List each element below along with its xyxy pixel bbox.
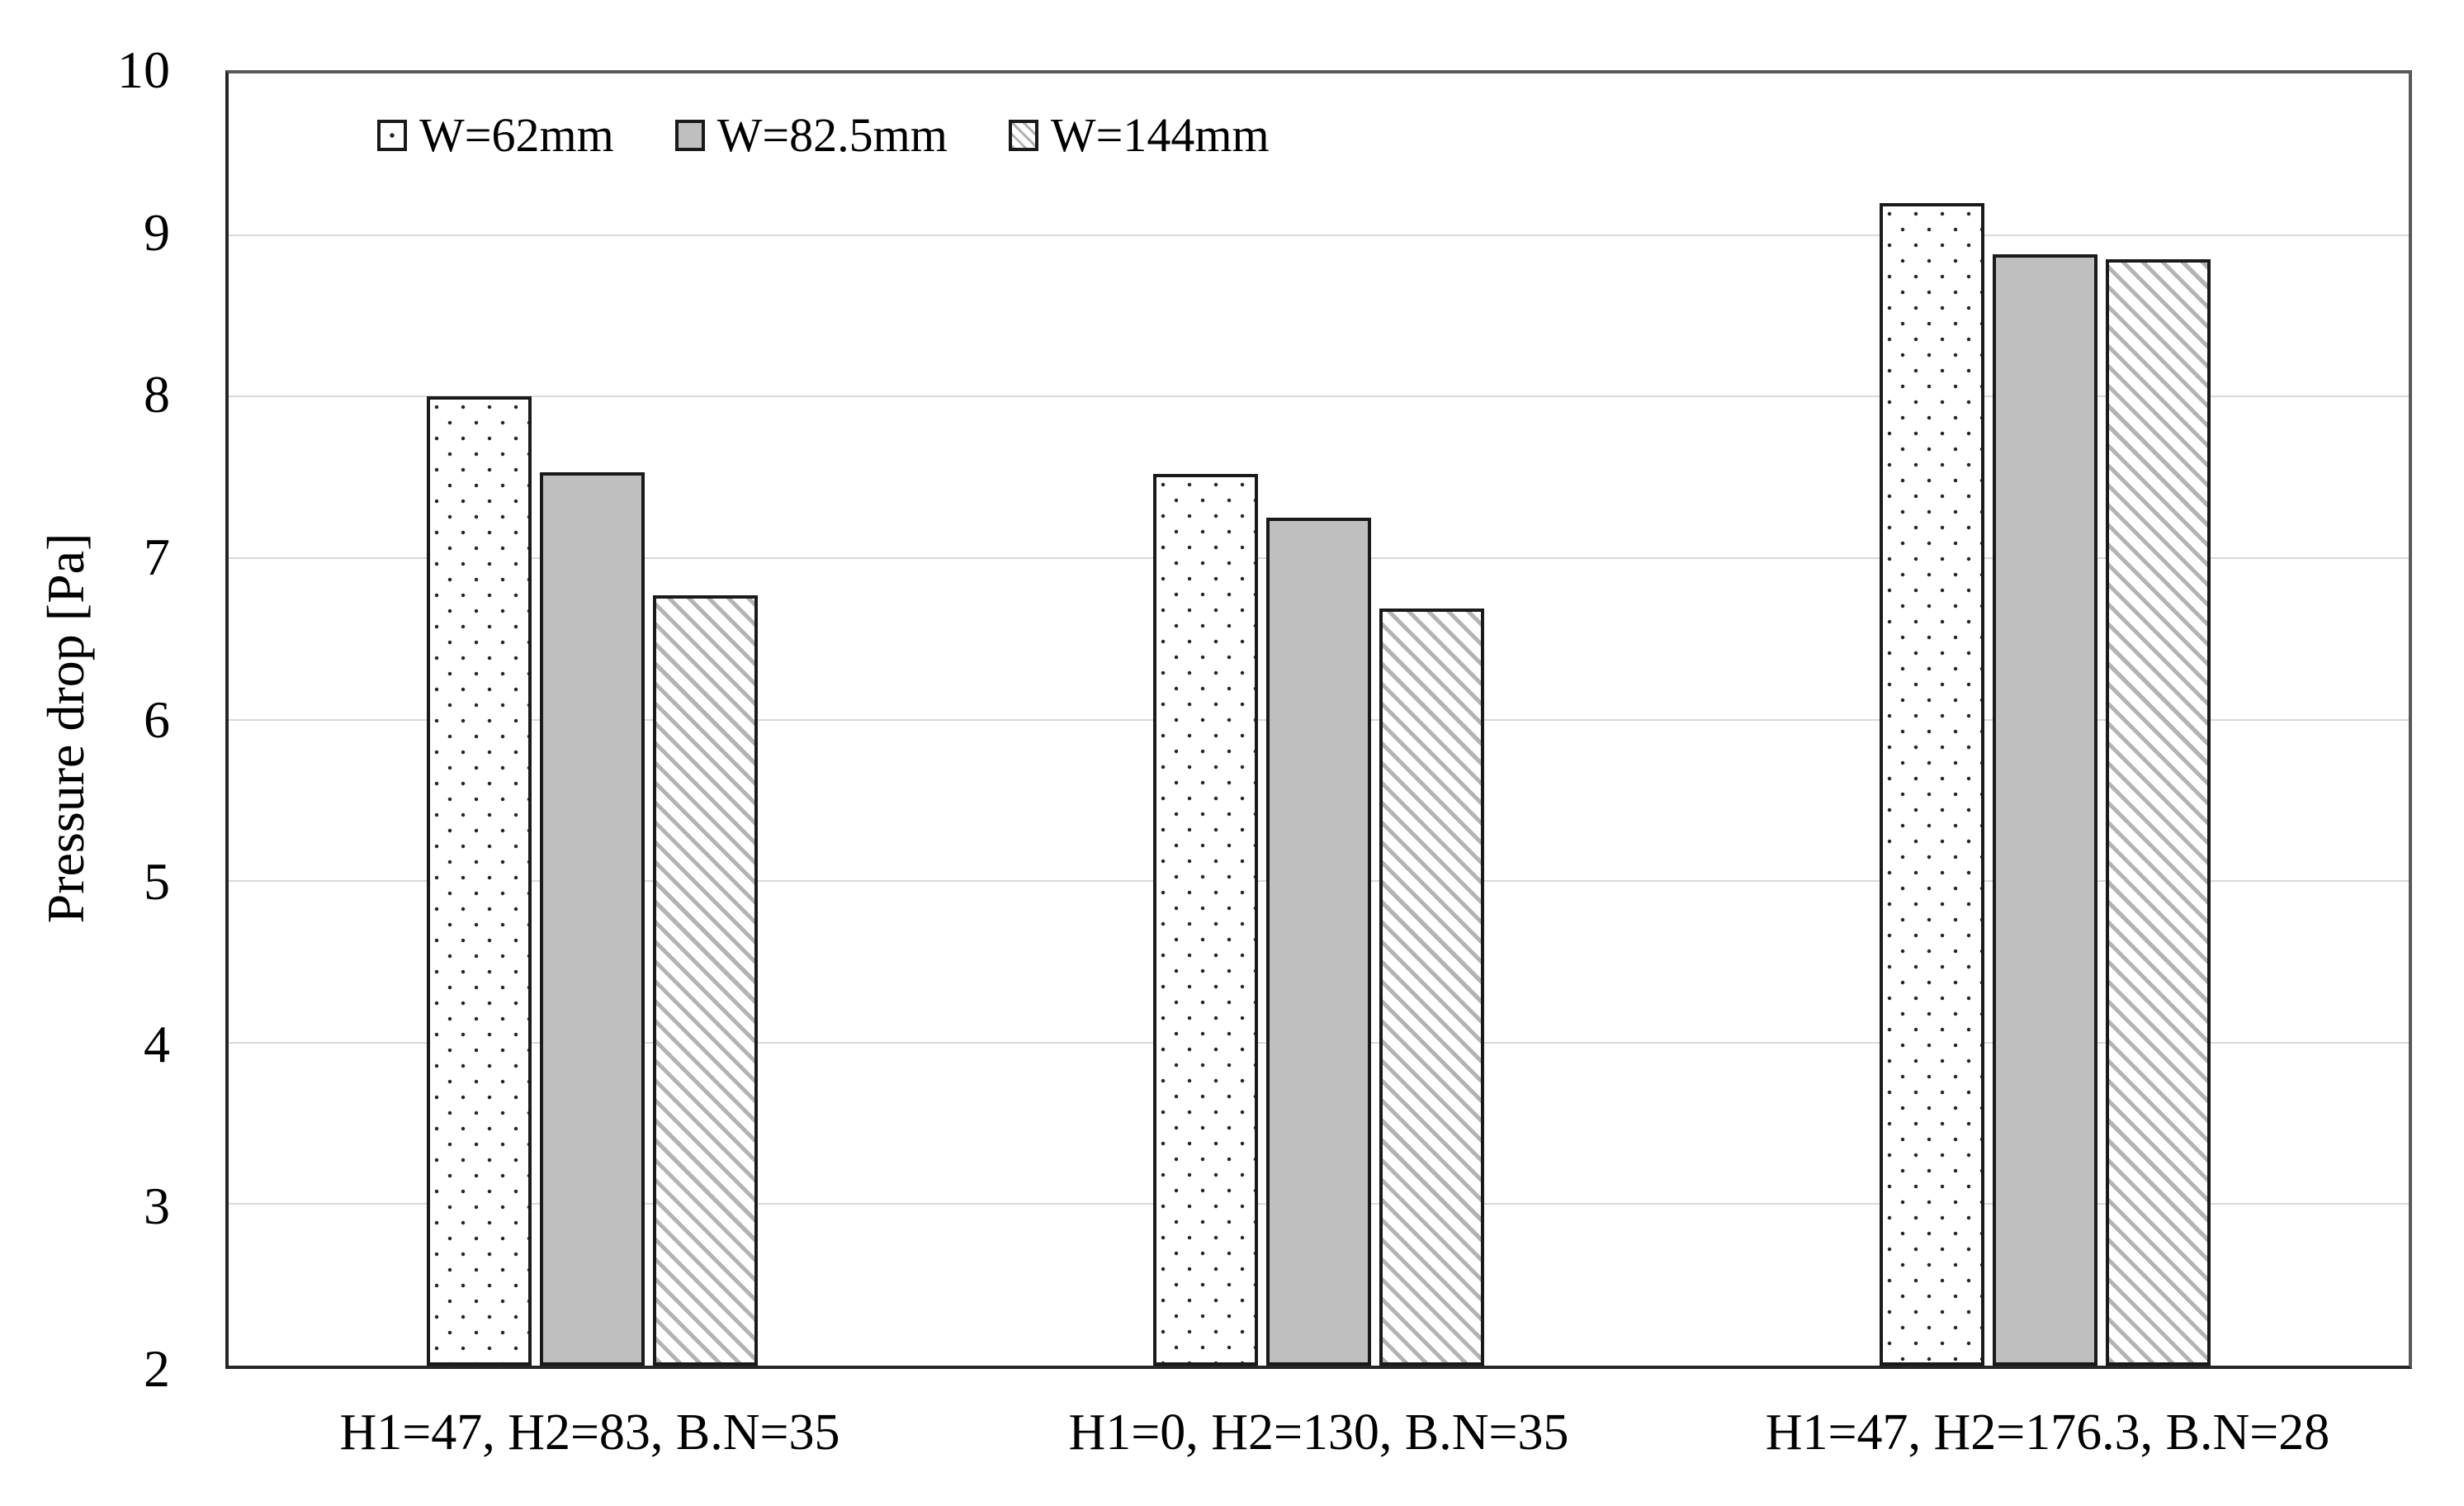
bar-w-144mm-group-3 [2106,258,2211,1366]
bar-group-3 [1682,73,2409,1366]
legend-label-w-82-5mm: W=82.5mm [716,108,948,162]
x-category-label-2: H1=0, H2=130, B.N=35 [1068,1404,1569,1461]
x-axis-labels: H1=47, H2=83, B.N=35 H1=0, H2=130, B.N=35… [225,1404,2412,1462]
legend-label-w-62mm: W=62mm [419,108,614,162]
bars-layer [229,73,2409,1366]
y-tick-label-7: 7 [144,527,170,586]
bar-w-144mm-group-2 [1379,608,1484,1366]
y-tick-label-10: 10 [117,40,170,99]
bar-w-62mm-group-3 [1880,202,1985,1366]
legend-item-w-62mm: W=62mm [377,111,614,159]
bar-w-144mm-group-1 [652,594,758,1366]
x-category-label-1: H1=47, H2=83, B.N=35 [339,1404,840,1461]
legend-label-w-144mm: W=144mm [1050,108,1270,162]
bar-w-82-5mm-group-3 [1993,254,2098,1366]
y-tick-label-3: 3 [144,1177,170,1236]
y-tick-label-5: 5 [144,852,170,912]
y-tick-label-9: 9 [144,202,170,262]
x-category-label-3: H1=47, H2=176.3, B.N=28 [1765,1404,2330,1461]
bar-w-82-5mm-group-1 [539,472,645,1366]
legend-swatch-hatch-icon [1008,120,1038,151]
bar-group-2 [955,73,1681,1366]
legend-swatch-dots-icon [377,120,407,151]
legend-item-w-144mm: W=144mm [1008,108,1270,162]
bar-w-82-5mm-group-2 [1265,517,1371,1366]
y-tick-label-8: 8 [144,365,170,424]
gridline-8 [229,395,2409,398]
legend-item-w-82-5mm: W=82.5mm [674,108,948,162]
legend: W=62mm W=82.5mm W=144mm [377,111,1270,159]
legend-swatch-solid-icon [674,120,705,151]
y-axis-tick-labels: 10 9 8 7 6 5 4 3 2 [0,44,170,1395]
plot-area: W=62mm W=82.5mm W=144mm [225,70,2412,1369]
bar-group-1 [229,73,955,1366]
y-tick-label-6: 6 [144,689,170,749]
y-tick-label-2: 2 [144,1339,170,1398]
bar-w-62mm-group-1 [426,396,532,1366]
gridline-9 [229,234,2409,236]
bar-w-62mm-group-2 [1152,474,1258,1366]
y-tick-label-4: 4 [144,1014,170,1073]
